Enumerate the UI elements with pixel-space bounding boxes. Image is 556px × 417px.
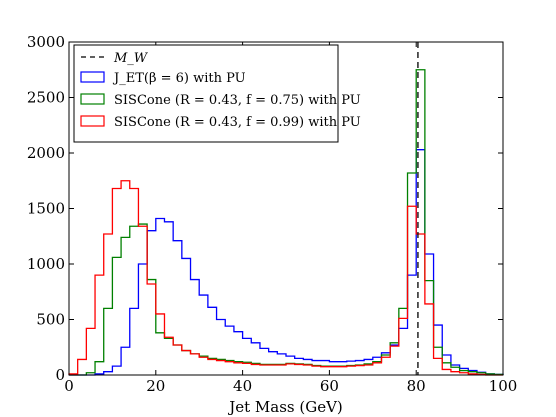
- x-tick-label: 0: [64, 377, 74, 395]
- x-tick-label: 100: [489, 377, 518, 395]
- legend-swatch-green: [80, 93, 105, 105]
- x-tick-label: 80: [407, 377, 426, 395]
- legend-entry-siscone-075: SISCone (R = 0.43, f = 0.75) with PU: [80, 93, 361, 108]
- legend-box: [73, 44, 339, 143]
- y-tick-label: 2500: [27, 89, 65, 107]
- legend-label-jet: J_ET(β = 6) with PU: [112, 71, 246, 86]
- legend-entry-mw: M_W: [81, 51, 149, 66]
- histogram-series-layer: [68, 69, 504, 376]
- legend-label-mw: M_W: [113, 51, 149, 66]
- x-tick-label: 40: [233, 377, 252, 395]
- legend-entry-siscone-099: SISCone (R = 0.43, f = 0.99) with PU: [80, 115, 361, 130]
- histogram-series-3: [68, 180, 503, 376]
- legend-entry-jet: J_ET(β = 6) with PU: [80, 71, 246, 86]
- x-tick-label: 60: [320, 377, 339, 395]
- x-axis-label: Jet Mass (GeV): [227, 398, 343, 416]
- y-tick-label: 2000: [27, 144, 65, 162]
- x-tick-label: 20: [146, 377, 165, 395]
- legend-swatch-blue: [80, 71, 105, 83]
- legend-label-siscone-099: SISCone (R = 0.43, f = 0.99) with PU: [114, 115, 361, 130]
- y-tick-label: 3000: [27, 33, 65, 51]
- legend: M_W J_ET(β = 6) with PU SISCone (R = 0.4…: [73, 44, 361, 143]
- y-tick-label: 0: [55, 366, 65, 384]
- histogram-series-1: [69, 149, 504, 376]
- y-tick-label: 1500: [27, 200, 65, 218]
- y-tick-label: 1000: [27, 255, 65, 273]
- legend-swatch-red: [80, 115, 105, 127]
- legend-label-siscone-075: SISCone (R = 0.43, f = 0.75) with PU: [114, 93, 361, 108]
- y-tick-label: 500: [36, 311, 65, 329]
